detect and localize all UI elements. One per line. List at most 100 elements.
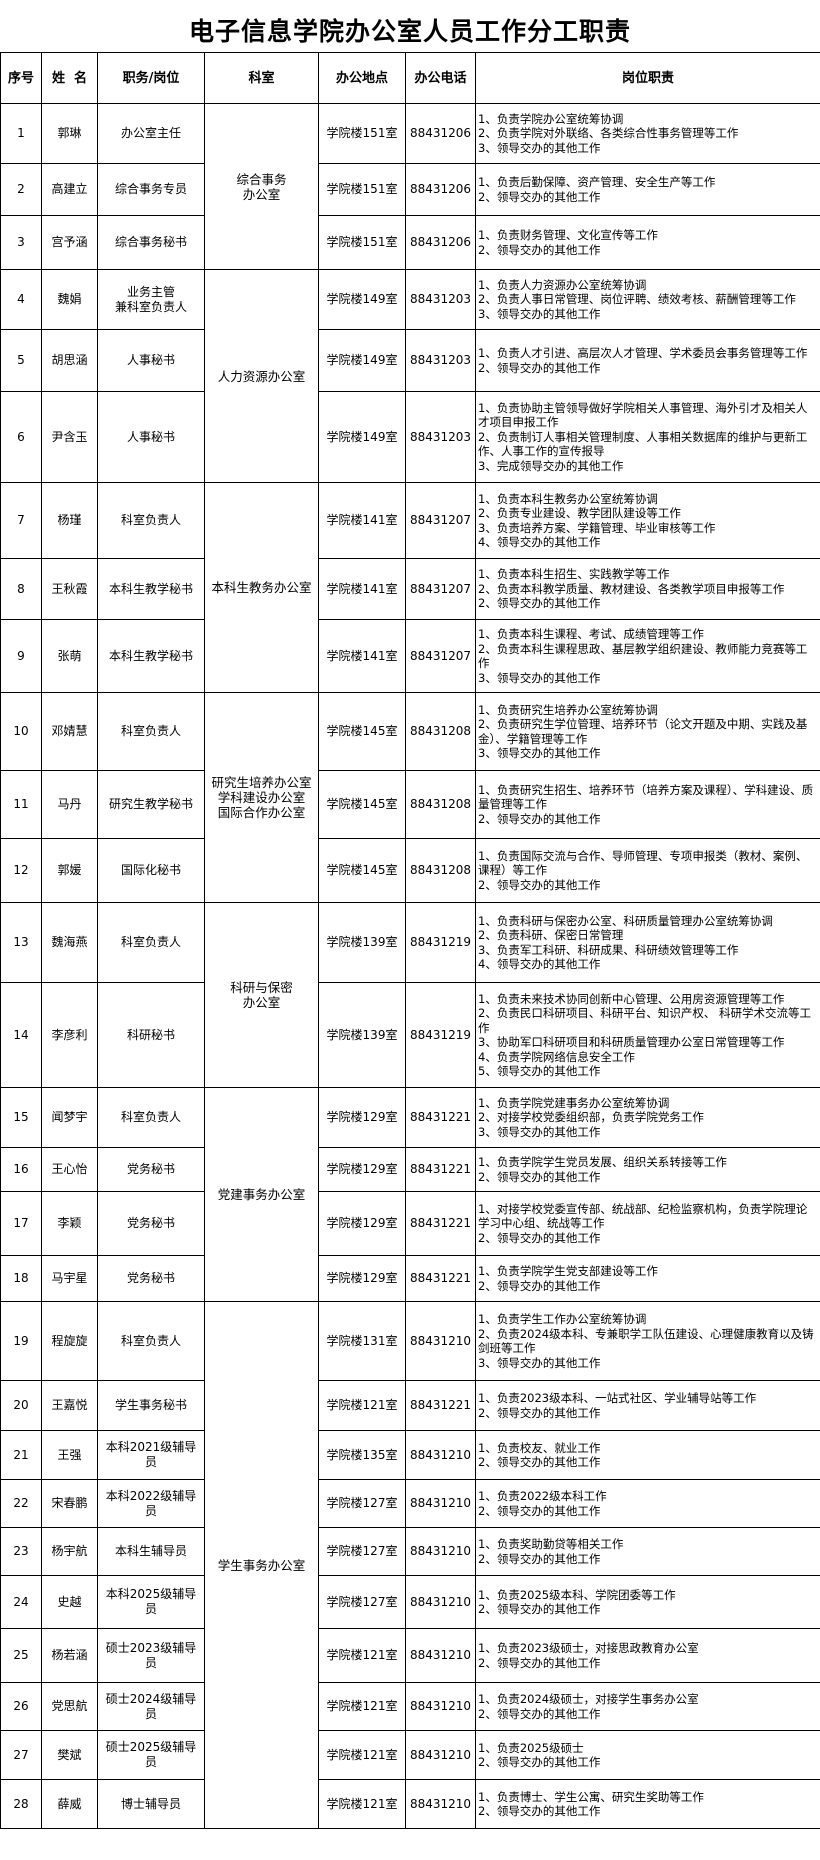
row-number: 5 [0,329,42,392]
job-duties: 1、负责财务管理、文化宣传等工作 2、领导交办的其他工作 [475,215,820,270]
staff-name: 高建立 [41,163,98,216]
staff-duty-table: 序号 姓 名 职务/岗位 科室 办公地点 办公电话 岗位职责 1 郭琳 办公室主任综… [0,52,820,1829]
staff-name: 王心怡 [41,1147,98,1192]
table-row: 17 李颖 党务秘书 学院楼129室 88431221 1、对接学校党委宣传部、统战部、纪… [0,1191,820,1256]
job-duties: 1、负责国际交流与合作、导师管理、专项申报类（教材、案例、课程）等工作 2、领导… [475,838,820,903]
office-location: 学院楼129室 [318,1147,406,1192]
table-row: 27 樊斌 硕士2025级辅导员 学院楼121室 88431210 1、负责2025级硕士… [0,1730,820,1780]
table-row: 12 郭媛 国际化秘书 学院楼145室 88431208 1、负责国际交流与合作、导师管理… [0,838,820,903]
office-phone: 88431210 [405,1527,476,1576]
office-phone: 88431207 [405,482,476,559]
table-row: 10 邓婧慧 科室负责人 研究生培养办公室 学科建设办公室 国际合作办公室 学院楼145… [0,692,820,903]
staff-name: 王嘉悦 [41,1380,98,1431]
office-phone: 88431221 [405,1255,476,1302]
header-no: 序号 [0,52,42,104]
table-row: 19 程旋旋 科室负责人 学生事务办公室 学院楼131室 88431210 1、负责学生工作… [0,1301,820,1829]
row-number: 15 [0,1087,42,1148]
staff-name: 张萌 [41,619,98,693]
office-location: 学院楼129室 [318,1087,406,1148]
staff-name: 胡思涵 [41,329,98,392]
staff-position: 人事秘书 [97,391,205,483]
staff-name: 郭琳 [41,103,98,164]
staff-name: 史越 [41,1575,98,1629]
table-row: 3 宫予涵 综合事务秘书 学院楼151室 88431206 1、负责财务管理、文化宣传等工… [0,215,820,270]
job-duties: 1、负责学院学生党员发展、组织关系转接等工作 2、领导交办的其他工作 [475,1147,820,1192]
job-duties: 1、负责奖助勤贷等相关工作 2、领导交办的其他工作 [475,1527,820,1576]
job-duties: 1、负责本科生招生、实践教学等工作 2、负责本科教学质量、教材建设、各类教学项目… [475,558,820,620]
row-number: 1 [0,103,42,164]
staff-name: 郭媛 [41,838,98,903]
staff-position: 科室负责人 [97,1087,205,1148]
office-location: 学院楼139室 [318,982,406,1088]
staff-position: 综合事务专员 [97,163,205,216]
job-duties: 1、负责研究生招生、培养环节（培养方案及课程）、学科建设、质量管理等工作 2、领… [475,770,820,839]
row-number: 9 [0,619,42,693]
staff-name: 程旋旋 [41,1301,98,1381]
staff-name: 樊斌 [41,1730,98,1780]
staff-position: 业务主管 兼科室负责人 [97,269,205,330]
job-duties: 1、负责学院党建事务办公室统筹协调 2、对接学校党委组织部，负责学院党务工作 3… [475,1087,820,1148]
staff-position: 科室负责人 [97,1301,205,1381]
header-position: 职务/岗位 [97,52,205,104]
office-location: 学院楼121室 [318,1682,406,1731]
staff-position: 硕士2023级辅导员 [97,1628,205,1683]
staff-name: 邓婧慧 [41,692,98,771]
staff-name: 马宇星 [41,1255,98,1302]
office-phone: 88431206 [405,163,476,216]
staff-position: 博士辅导员 [97,1779,205,1829]
staff-name: 魏娟 [41,269,98,330]
row-number: 11 [0,770,42,839]
table-header-row: 序号 姓 名 职务/岗位 科室 办公地点 办公电话 岗位职责 [0,52,820,104]
row-number: 17 [0,1191,42,1256]
office-phone: 88431208 [405,838,476,903]
row-number: 7 [0,482,42,559]
office-location: 学院楼135室 [318,1430,406,1480]
staff-position: 党务秘书 [97,1255,205,1302]
header-duties: 岗位职责 [475,52,820,104]
office-location: 学院楼151室 [318,103,406,164]
office-phone: 88431208 [405,770,476,839]
table-row: 25 杨若涵 硕士2023级辅导员 学院楼121室 88431210 1、负责2023级硕… [0,1628,820,1683]
office-phone: 88431207 [405,558,476,620]
row-number: 26 [0,1682,42,1731]
row-number: 6 [0,391,42,483]
office-phone: 88431210 [405,1779,476,1829]
staff-position: 科室负责人 [97,692,205,771]
job-duties: 1、负责科研与保密办公室、科研质量管理办公室统筹协调 2、负责科研、保密日常管理… [475,902,820,983]
table-row: 2 高建立 综合事务专员 学院楼151室 88431206 1、负责后勤保障、资产管理、安… [0,163,820,216]
table-row: 18 马宇星 党务秘书 学院楼129室 88431221 1、负责学院学生党支部建设等工作… [0,1255,820,1302]
office-phone: 88431203 [405,329,476,392]
staff-position: 本科生辅导员 [97,1527,205,1576]
office-location: 学院楼149室 [318,269,406,330]
office-phone: 88431210 [405,1628,476,1683]
staff-name: 杨若涵 [41,1628,98,1683]
row-number: 3 [0,215,42,270]
page-title: 电子信息学院办公室人员工作分工职责 [188,17,631,46]
staff-position: 科室负责人 [97,482,205,559]
table-row: 9 张萌 本科生教学秘书 学院楼141室 88431207 1、负责本科生课程、考试、成绩… [0,619,820,693]
office-location: 学院楼127室 [318,1527,406,1576]
staff-name: 杨瑾 [41,482,98,559]
staff-name: 魏海燕 [41,902,98,983]
staff-name: 闻梦宇 [41,1087,98,1148]
office-phone: 88431208 [405,692,476,771]
table-row: 23 杨宇航 本科生辅导员 学院楼127室 88431210 1、负责奖助勤贷等相关工作 … [0,1527,820,1576]
office-location: 学院楼145室 [318,770,406,839]
office-phone: 88431210 [405,1301,476,1381]
job-duties: 1、负责2025级硕士 2、领导交办的其他工作 [475,1730,820,1780]
row-number: 4 [0,269,42,330]
row-number: 13 [0,902,42,983]
row-number: 21 [0,1430,42,1480]
job-duties: 1、负责2025级本科、学院团委等工作 2、领导交办的其他工作 [475,1575,820,1629]
table-row: 13 魏海燕 科室负责人 科研与保密 办公室 学院楼139室 88431219 1、负责科研… [0,902,820,1088]
job-duties: 1、负责人才引进、高层次人才管理、学术委员会事务管理等工作 2、领导交办的其他工… [475,329,820,392]
table-row: 20 王嘉悦 学生事务秘书 学院楼121室 88431221 1、负责2023级本科、一站… [0,1380,820,1431]
staff-name: 王强 [41,1430,98,1480]
job-duties: 1、负责校友、就业工作 2、领导交办的其他工作 [475,1430,820,1480]
office-phone: 88431206 [405,215,476,270]
staff-position: 国际化秘书 [97,838,205,903]
office-phone: 88431221 [405,1380,476,1431]
office-phone: 88431203 [405,269,476,330]
table-row: 15 闻梦宇 科室负责人 党建事务办公室 学院楼129室 88431221 1、负责学院党建… [0,1087,820,1302]
staff-position: 党务秘书 [97,1147,205,1192]
